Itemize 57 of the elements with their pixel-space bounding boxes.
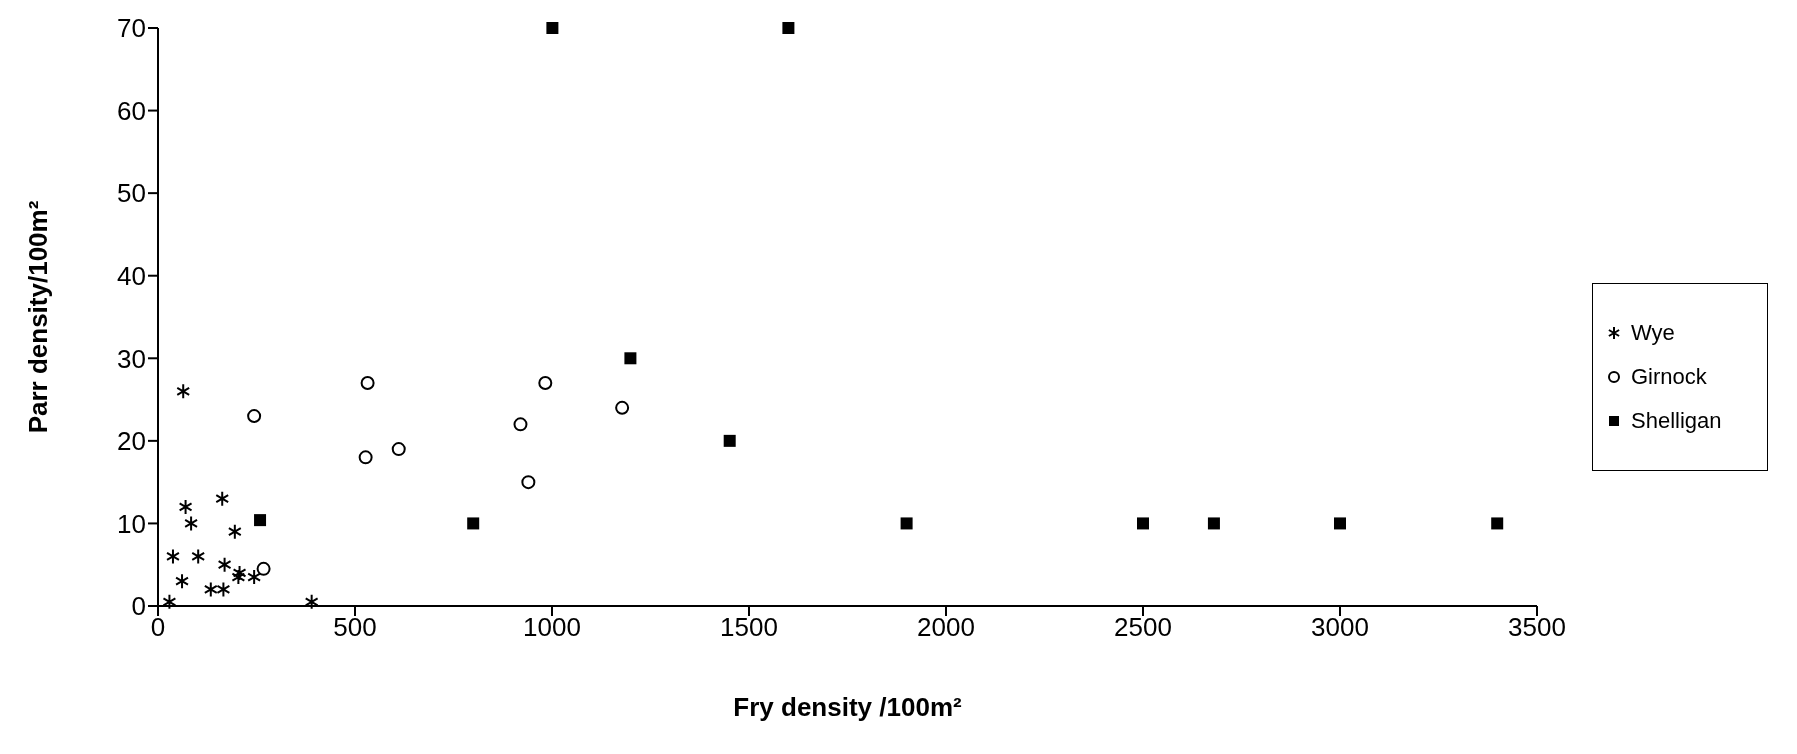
point: [615, 400, 630, 415]
x-axis-title: Fry density /100m²: [733, 692, 962, 722]
legend-label: Girnock: [1631, 364, 1707, 390]
point: [175, 573, 189, 590]
legend-label: Wye: [1631, 320, 1675, 346]
point: [254, 514, 267, 527]
x-tick-label: 2500: [1114, 612, 1172, 643]
point: [227, 523, 242, 540]
y-tick-label: 30: [117, 343, 146, 374]
y-tick-label: 20: [117, 426, 146, 457]
point: [247, 569, 262, 586]
x-tick-label: 2000: [917, 612, 975, 643]
point: [304, 593, 319, 610]
point: [538, 376, 553, 391]
point: [900, 517, 913, 530]
point: [216, 581, 231, 598]
point: [215, 490, 230, 507]
y-tick-label: 50: [117, 178, 146, 209]
x-tick-label: 1000: [523, 612, 581, 643]
y-tick-label: 60: [117, 95, 146, 126]
point: [1334, 517, 1346, 530]
point: [176, 383, 191, 400]
point: [162, 593, 177, 610]
point: [513, 417, 528, 432]
point: [1207, 517, 1220, 530]
x-tick-label: 500: [333, 612, 377, 643]
point: [723, 434, 736, 447]
point: [178, 498, 193, 515]
point: [624, 352, 637, 365]
point: [358, 450, 373, 465]
point: [1491, 517, 1504, 530]
point: [360, 376, 375, 391]
point: [184, 515, 199, 532]
x-tick-label: 3500: [1508, 612, 1566, 643]
point: [166, 548, 180, 565]
point: [191, 548, 206, 565]
point: [546, 22, 559, 34]
point: [467, 517, 480, 530]
point: [232, 564, 247, 581]
point: [1137, 517, 1149, 530]
point: [247, 409, 262, 424]
legend-label: Shelligan: [1631, 408, 1722, 434]
x-tick-label: 0: [150, 612, 166, 643]
x-tick-label: 3000: [1311, 612, 1369, 643]
point: [256, 561, 271, 576]
point: [231, 569, 246, 586]
y-tick-label: 10: [117, 508, 146, 539]
point: [391, 442, 406, 457]
y-tick-label: 40: [117, 260, 146, 291]
point: [782, 22, 795, 34]
x-tick-label: 1500: [720, 612, 778, 643]
y-tick-label: 70: [117, 13, 146, 44]
y-axis-title: Parr density/100m²: [23, 200, 54, 434]
y-tick-label: 0: [131, 591, 146, 622]
point: [521, 475, 536, 490]
point: [203, 581, 218, 598]
point: [217, 556, 232, 573]
